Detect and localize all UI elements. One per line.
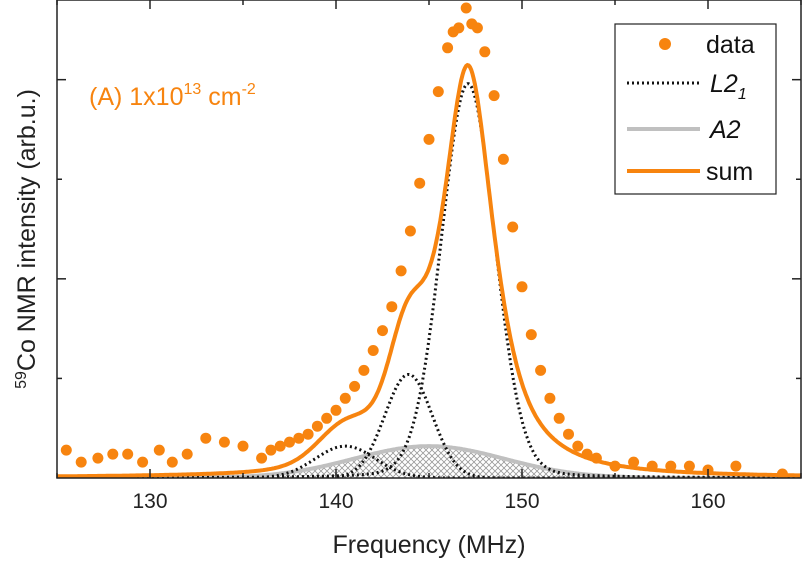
legend-data-marker (659, 38, 671, 50)
annotation-unit-exponent: -2 (242, 81, 256, 98)
data-point (75, 456, 87, 468)
data-point (442, 42, 454, 54)
data-point (386, 301, 398, 313)
data-point (302, 428, 314, 440)
data-point (460, 2, 472, 14)
annotation-prefix: (A) 1x10 (89, 83, 183, 111)
data-points (60, 2, 788, 478)
legend-data-label: data (706, 31, 755, 59)
data-point (730, 460, 742, 472)
data-point (60, 444, 72, 456)
data-point (377, 325, 388, 337)
sample-annotation: (A) 1x1013 cm-2 (89, 81, 256, 111)
data-point (293, 432, 305, 444)
legend-box (614, 23, 777, 195)
l21-component-1 (57, 82, 801, 478)
data-point (218, 436, 230, 448)
data-point (265, 444, 277, 456)
x-axis-title: Frequency (MHz) (332, 531, 525, 559)
data-point (563, 428, 574, 440)
data-point (274, 440, 286, 452)
data-point (404, 225, 416, 237)
data-point (488, 90, 500, 102)
data-point (665, 460, 677, 472)
x-tick-label: 130 (132, 490, 167, 513)
data-point (321, 412, 333, 424)
data-point (516, 281, 528, 293)
axis-ticks: 130 140 150 160 (56, 0, 802, 513)
data-point (153, 444, 165, 456)
data-point (311, 420, 323, 432)
data-point (330, 404, 342, 416)
data-point (479, 46, 491, 58)
data-point (535, 364, 547, 376)
sum-fit-line (57, 62, 801, 478)
x-tick-label: 140 (318, 490, 353, 513)
data-point (284, 436, 295, 448)
data-point (507, 221, 519, 233)
legend-sum-label: sum (706, 158, 753, 186)
data-point (683, 460, 695, 472)
data-point (137, 456, 149, 468)
legend-a2-label: A2 (708, 116, 741, 144)
data-point (544, 392, 556, 404)
data-point (358, 364, 370, 376)
data-point (349, 380, 361, 392)
data-point (553, 412, 565, 424)
data-point (395, 265, 407, 277)
x-tick-label: 160 (690, 490, 725, 513)
data-point (237, 440, 249, 452)
legend-l21-label: L21 (710, 70, 747, 103)
data-point (453, 22, 465, 34)
annotation-exponent: 13 (183, 81, 201, 98)
data-point (414, 177, 426, 189)
annotation-unit: cm (201, 83, 241, 111)
data-point (367, 345, 379, 356)
x-tick-label: 150 (504, 490, 539, 513)
data-point (525, 329, 537, 341)
y-axis-superscript: 59 (13, 371, 30, 389)
data-point (166, 456, 178, 468)
data-point (339, 392, 351, 404)
y-axis-label: Co NMR intensity (arb.u.) (13, 89, 41, 371)
data-point (256, 452, 268, 464)
data-point (471, 22, 483, 34)
data-point (628, 456, 640, 468)
data-point (572, 440, 584, 452)
data-point (107, 448, 119, 460)
data-point (122, 448, 134, 460)
legend: data L21 A2 sum (614, 23, 777, 195)
data-point (181, 448, 193, 460)
data-point (423, 133, 435, 145)
l21-component-2 (57, 373, 801, 478)
data-point (497, 153, 509, 165)
data-point (92, 452, 104, 464)
data-point (200, 432, 212, 444)
data-point (432, 86, 444, 98)
y-axis-title: 59Co NMR intensity (arb.u.) (13, 89, 41, 389)
a2-hatch-fill (57, 446, 801, 478)
